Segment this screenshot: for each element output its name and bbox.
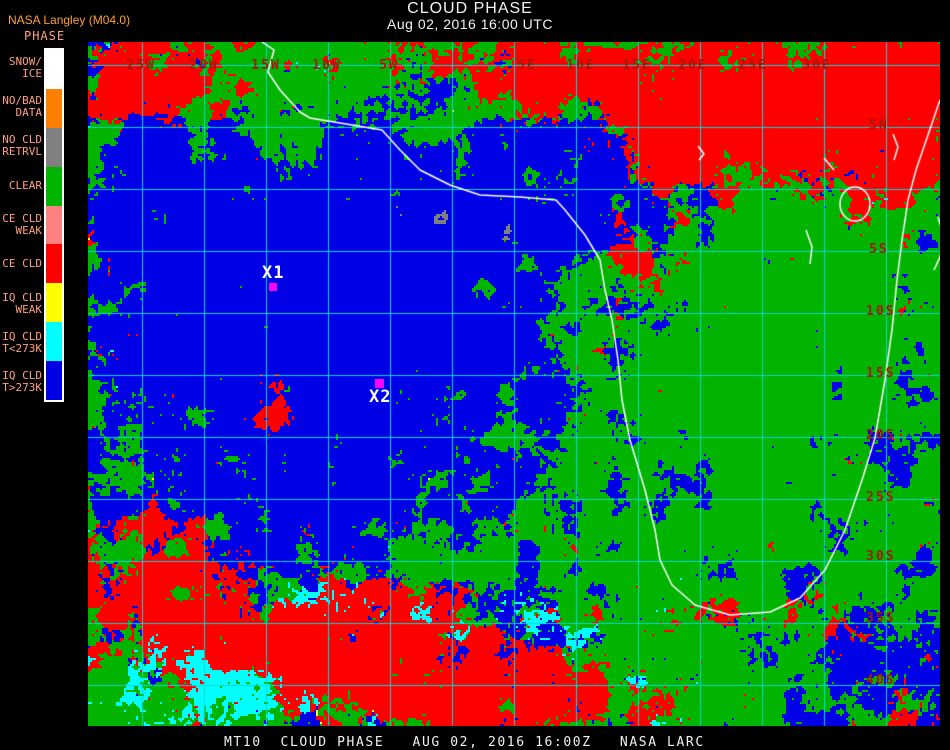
legend-swatch-iqcld-t273k <box>46 361 62 401</box>
longitude-label-30e: 30E <box>802 58 832 73</box>
longitude-label-5w: 5W <box>379 58 399 73</box>
latitude-label-10s: 10S <box>866 304 896 319</box>
longitude-label-5e: 5E <box>517 58 537 73</box>
legend-color-bar <box>44 48 64 402</box>
latitude-label-20s: 20S <box>866 428 896 443</box>
legend-swatch-clear <box>46 166 62 206</box>
legend-title: PHASE <box>24 29 66 43</box>
latitude-label-5n: 5N <box>869 118 889 133</box>
latitude-label-30s: 30S <box>866 549 896 564</box>
product-credit: NASA Langley (M04.0) <box>8 13 131 27</box>
legend-label: IQ CLD T>273K <box>2 369 42 395</box>
legend-label: CE CLD <box>2 257 42 271</box>
latitude-label-35s: 35S <box>866 611 896 626</box>
legend-label: CE CLD WEAK <box>2 212 42 237</box>
longitude-label-20e: 20E <box>678 58 708 73</box>
longitude-label-10e: 10E <box>566 58 596 73</box>
grid-coastline-overlay-canvas <box>88 42 940 726</box>
legend-swatch-cecld-weak <box>46 205 62 245</box>
longitude-label-20w: 20W <box>189 58 219 73</box>
legend-swatch-nocld-retrvl <box>46 127 62 167</box>
longitude-label-15e: 15E <box>622 58 652 73</box>
legend-swatch-snow-ice <box>46 50 62 89</box>
longitude-label-15w: 15W <box>251 58 281 73</box>
legend-label: CLEAR <box>8 178 42 192</box>
longitude-label-25e: 25E <box>738 58 768 73</box>
legend-label: IQ CLD T<273K <box>2 330 42 355</box>
legend-label: SNOW/ ICE <box>8 54 42 80</box>
page-title: CLOUD PHASE <box>407 0 533 17</box>
legend-swatch-iqcld-t273k <box>46 322 62 362</box>
legend-swatch-cecld <box>46 244 62 284</box>
marker-square-x1 <box>269 283 277 291</box>
longitude-label-25w: 25W <box>126 58 156 73</box>
legend-swatch-nobad-data <box>46 88 62 128</box>
status-bar: MT10 CLOUD PHASE AUG 02, 2016 16:00Z NAS… <box>0 726 950 750</box>
title-block: CLOUD PHASE Aug 02, 2016 16:00 UTC <box>0 0 940 32</box>
latitude-label-40s: 40S <box>866 673 896 688</box>
legend-label: IQ CLD WEAK <box>2 290 42 316</box>
status-text: MT10 CLOUD PHASE AUG 02, 2016 16:00Z NAS… <box>224 735 705 750</box>
marker-label-x2: X2 <box>369 387 392 407</box>
latitude-label-25s: 25S <box>866 490 896 505</box>
phase-legend: SNOW/ ICE NO/BAD DATA NO CLD RETRVL CLEAR CE… <box>0 0 88 750</box>
longitude-label-10w: 10W <box>312 58 342 73</box>
latitude-label-15s: 15S <box>866 366 896 381</box>
map-viewport: 25W 20W 15W 10W 5W 5E 10E 15E 20E 25E 30E 5N 5S 10S 15… <box>88 42 940 726</box>
legend-label: NO CLD RETRVL <box>2 133 42 159</box>
marker-square-x2 <box>375 379 384 388</box>
marker-label-x1: X1 <box>262 263 285 283</box>
legend-label: NO/BAD DATA <box>2 94 42 119</box>
legend-swatch-iqcld-weak <box>46 283 62 323</box>
page-subtitle: Aug 02, 2016 16:00 UTC <box>387 16 553 32</box>
latitude-label-5s: 5S <box>869 242 889 257</box>
